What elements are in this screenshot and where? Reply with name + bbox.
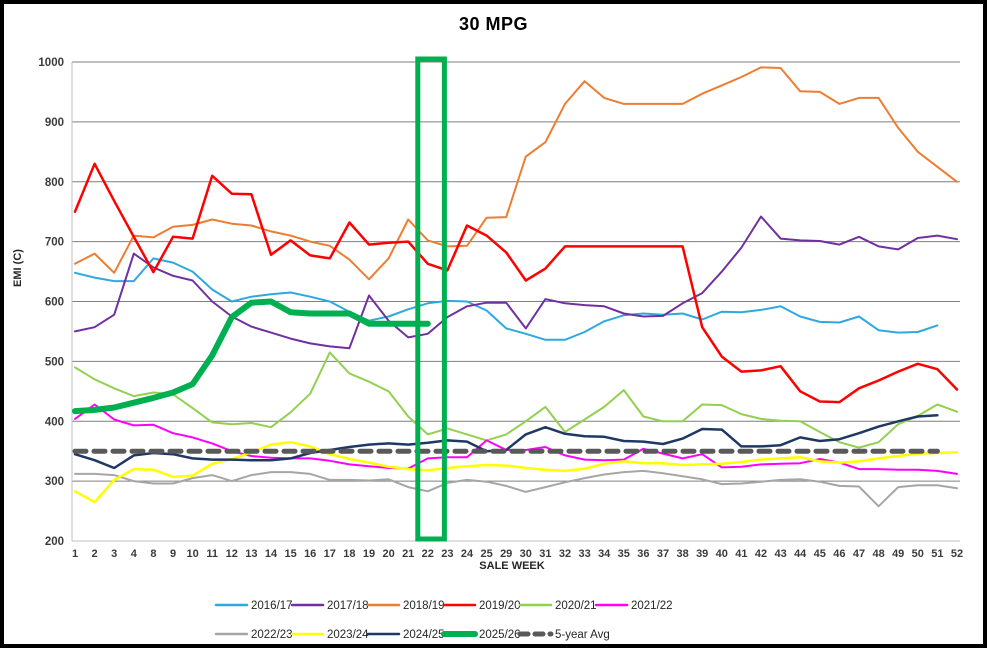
x-tick-29: 29 (500, 548, 512, 560)
x-tick-16: 16 (304, 548, 316, 560)
x-tick-14: 14 (265, 548, 278, 560)
x-tick-10: 10 (186, 548, 198, 560)
x-tick-31: 31 (539, 548, 551, 560)
x-tick-23: 23 (441, 548, 453, 560)
legend-item-2016-17: 2016/17 (214, 600, 293, 612)
x-tick-40: 40 (716, 548, 728, 560)
x-tick-25: 25 (480, 548, 492, 560)
x-tick-43: 43 (774, 548, 786, 560)
series-line-2018-19 (74, 66, 958, 281)
x-tick-1: 1 (72, 548, 78, 560)
series-line-2023-24 (73, 440, 959, 504)
legend-item-2019-20: 2019/20 (442, 600, 521, 612)
x-tick-34: 34 (598, 548, 611, 560)
series-line-2022-23 (74, 469, 958, 508)
legend-label: 2024/25 (403, 629, 445, 641)
series-line-2025-26 (72, 298, 431, 415)
x-tick-labels: 1 2 3 4 8 9 10 11 12 13 14 15 16 17 18 19 20 21 22 23 24 25 29… (72, 548, 963, 560)
y-tick-600: 600 (45, 297, 64, 309)
y-tick-700: 700 (45, 237, 64, 249)
series-line-2024-25 (73, 414, 939, 470)
x-tick-17: 17 (324, 548, 336, 560)
x-tick-9: 9 (170, 548, 176, 560)
x-tick-36: 36 (637, 548, 649, 560)
x-tick-35: 35 (618, 548, 630, 560)
x-tick-33: 33 (578, 548, 590, 560)
x-tick-15: 15 (284, 548, 296, 560)
x-axis-title: SALE WEEK (479, 560, 545, 572)
x-tick-46: 46 (833, 548, 845, 560)
x-tick-18: 18 (343, 548, 355, 560)
x-tick-50: 50 (912, 548, 924, 560)
y-tick-900: 900 (45, 117, 64, 129)
x-tick-37: 37 (657, 548, 669, 560)
legend-item-2025-26: 2025/26 (441, 629, 521, 641)
x-tick-30: 30 (520, 548, 532, 560)
legend: 2016/17 2017/18 2018/19 2019/20 2020/21 2021/… (214, 600, 673, 641)
highlight-box-weeks-22-23 (415, 56, 447, 542)
legend-label: 2019/20 (479, 600, 521, 612)
x-tick-24: 24 (461, 548, 474, 560)
x-tick-8: 8 (150, 548, 156, 560)
legend-item-2020-21: 2020/21 (518, 600, 597, 612)
legend-label: 2017/18 (327, 600, 369, 612)
x-tick-19: 19 (363, 548, 375, 560)
legend-label: 2020/21 (555, 600, 597, 612)
series-line-2020-21 (74, 351, 958, 449)
y-axis-title: EMI (C) (12, 249, 24, 287)
legend-item-2022-23: 2022/23 (214, 629, 293, 641)
legend-item-5-year-avg: 5-year Avg (517, 629, 610, 641)
x-tick-44: 44 (794, 548, 807, 560)
y-tick-1000: 1000 (38, 57, 64, 69)
legend-item-2017-18: 2017/18 (290, 600, 369, 612)
x-tick-47: 47 (853, 548, 865, 560)
x-tick-38: 38 (676, 548, 688, 560)
legend-label: 2022/23 (251, 629, 293, 641)
x-tick-52: 52 (951, 548, 963, 560)
x-tick-45: 45 (814, 548, 826, 560)
x-tick-12: 12 (226, 548, 238, 560)
x-tick-3: 3 (111, 548, 117, 560)
y-tick-400: 400 (45, 416, 64, 428)
x-tick-41: 41 (735, 548, 747, 560)
x-tick-11: 11 (206, 548, 218, 560)
x-tick-21: 21 (402, 548, 414, 560)
series-line-2019-20 (73, 162, 959, 404)
x-tick-49: 49 (892, 548, 904, 560)
x-tick-4: 4 (131, 548, 138, 560)
legend-item-2023-24: 2023/24 (290, 629, 369, 641)
x-tick-32: 32 (559, 548, 571, 560)
x-tick-51: 51 (931, 548, 943, 560)
y-tick-300: 300 (45, 476, 64, 488)
x-tick-2: 2 (92, 548, 98, 560)
legend-label: 2016/17 (251, 600, 293, 612)
series-line-2017-18 (74, 215, 958, 350)
y-tick-500: 500 (45, 356, 64, 368)
x-tick-48: 48 (872, 548, 884, 560)
x-tick-20: 20 (382, 548, 394, 560)
series-line-2021-22 (74, 403, 958, 475)
legend-item-2021-22: 2021/22 (594, 600, 673, 612)
legend-item-2018-19: 2018/19 (366, 600, 445, 612)
legend-item-2024-25: 2024/25 (366, 629, 445, 641)
legend-label: 5-year Avg (555, 629, 610, 641)
y-tick-200: 200 (45, 536, 64, 548)
legend-label: 2018/19 (403, 600, 445, 612)
series-line-2016-17 (74, 257, 939, 341)
legend-label: 2025/26 (479, 629, 521, 641)
y-tick-800: 800 (45, 177, 64, 189)
chart-title: 30 MPG (458, 14, 529, 34)
legend-label: 2023/24 (327, 629, 369, 641)
x-tick-13: 13 (245, 548, 257, 560)
x-tick-22: 22 (422, 548, 434, 560)
legend-label: 2021/22 (631, 600, 673, 612)
x-tick-39: 39 (696, 548, 708, 560)
x-tick-42: 42 (755, 548, 767, 560)
